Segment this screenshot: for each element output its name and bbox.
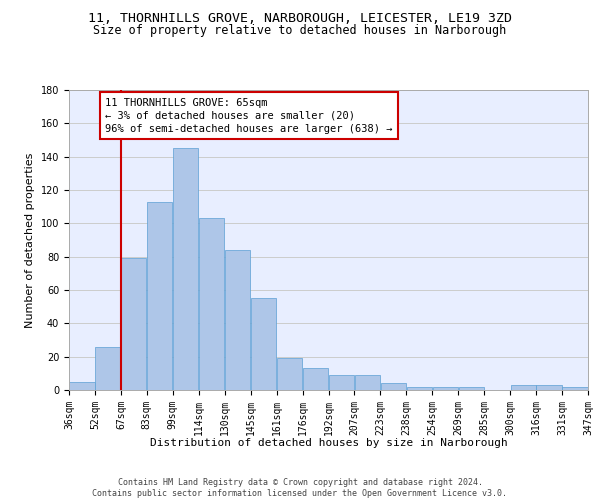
Bar bbox=[70, 382, 95, 390]
Bar bbox=[381, 384, 406, 390]
Y-axis label: Number of detached properties: Number of detached properties bbox=[25, 152, 35, 328]
Text: 11 THORNHILLS GROVE: 65sqm
← 3% of detached houses are smaller (20)
96% of semi-: 11 THORNHILLS GROVE: 65sqm ← 3% of detac… bbox=[106, 98, 393, 134]
Bar bbox=[303, 368, 328, 390]
Text: 11, THORNHILLS GROVE, NARBOROUGH, LEICESTER, LE19 3ZD: 11, THORNHILLS GROVE, NARBOROUGH, LEICES… bbox=[88, 12, 512, 26]
Bar bbox=[277, 358, 302, 390]
Bar bbox=[562, 386, 587, 390]
Bar bbox=[121, 258, 146, 390]
Text: Contains HM Land Registry data © Crown copyright and database right 2024.
Contai: Contains HM Land Registry data © Crown c… bbox=[92, 478, 508, 498]
Text: Size of property relative to detached houses in Narborough: Size of property relative to detached ho… bbox=[94, 24, 506, 37]
Bar bbox=[536, 385, 562, 390]
Bar bbox=[251, 298, 276, 390]
Bar bbox=[511, 385, 536, 390]
Bar bbox=[199, 218, 224, 390]
Bar bbox=[225, 250, 250, 390]
Bar bbox=[147, 202, 172, 390]
Text: Distribution of detached houses by size in Narborough: Distribution of detached houses by size … bbox=[150, 438, 508, 448]
Bar bbox=[407, 386, 432, 390]
Bar bbox=[458, 386, 484, 390]
Bar bbox=[329, 375, 354, 390]
Bar bbox=[95, 346, 121, 390]
Bar bbox=[355, 375, 380, 390]
Bar bbox=[173, 148, 199, 390]
Bar bbox=[433, 386, 458, 390]
